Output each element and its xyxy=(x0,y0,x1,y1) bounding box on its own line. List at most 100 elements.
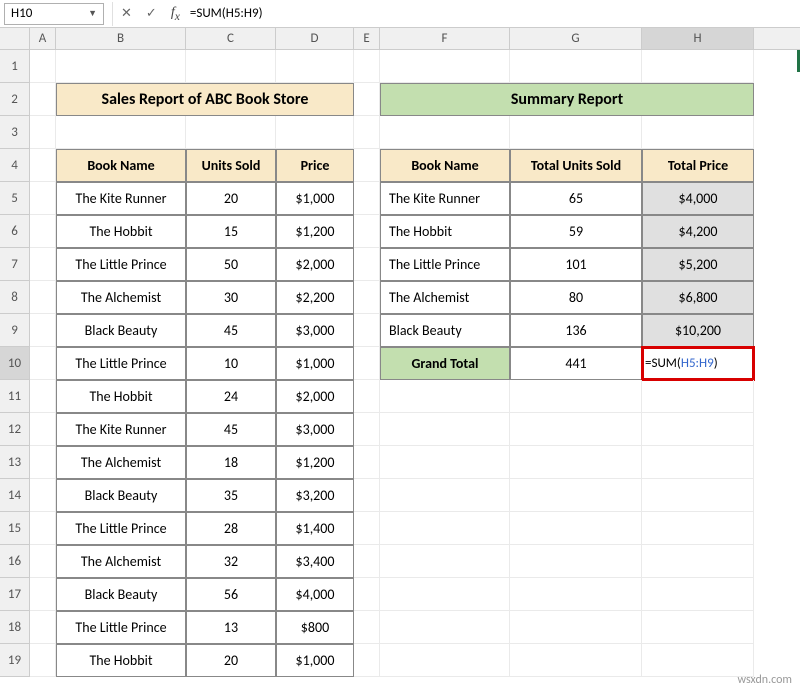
cell-G1[interactable] xyxy=(510,50,642,83)
cell-C7[interactable]: 50 xyxy=(186,248,276,281)
cell-F10[interactable]: Grand Total xyxy=(380,347,510,380)
cell-F2[interactable]: Summary Report xyxy=(380,83,754,116)
cell-H11[interactable] xyxy=(642,380,754,413)
cell-F19[interactable] xyxy=(380,644,510,677)
cell-H17[interactable] xyxy=(642,578,754,611)
cell-F7[interactable]: The Little Prince xyxy=(380,248,510,281)
row-header-19[interactable]: 19 xyxy=(0,644,30,677)
cell-E16[interactable] xyxy=(354,545,380,578)
cell-F8[interactable]: The Alchemist xyxy=(380,281,510,314)
col-header-D[interactable]: D xyxy=(276,28,354,49)
row-header-17[interactable]: 17 xyxy=(0,578,30,611)
cell-D6[interactable]: $1,200 xyxy=(276,215,354,248)
cell-B11[interactable]: The Hobbit xyxy=(56,380,186,413)
col-header-B[interactable]: B xyxy=(56,28,186,49)
cell-D13[interactable]: $1,200 xyxy=(276,446,354,479)
cell-G17[interactable] xyxy=(510,578,642,611)
row-header-15[interactable]: 15 xyxy=(0,512,30,545)
col-header-G[interactable]: G xyxy=(510,28,642,49)
cell-B9[interactable]: Black Beauty xyxy=(56,314,186,347)
cell-C3[interactable] xyxy=(186,116,276,149)
cell-D9[interactable]: $3,000 xyxy=(276,314,354,347)
cell-B7[interactable]: The Little Prince xyxy=(56,248,186,281)
cell-A3[interactable] xyxy=(30,116,56,149)
cell-D17[interactable]: $4,000 xyxy=(276,578,354,611)
cell-A16[interactable] xyxy=(30,545,56,578)
cell-B19[interactable]: The Hobbit xyxy=(56,644,186,677)
cell-H5[interactable]: $4,000 xyxy=(642,182,754,215)
cell-B2[interactable]: Sales Report of ABC Book Store xyxy=(56,83,354,116)
cell-G8[interactable]: 80 xyxy=(510,281,642,314)
cell-B5[interactable]: The Kite Runner xyxy=(56,182,186,215)
cell-F1[interactable] xyxy=(380,50,510,83)
cell-A10[interactable] xyxy=(30,347,56,380)
cell-C11[interactable]: 24 xyxy=(186,380,276,413)
cell-C5[interactable]: 20 xyxy=(186,182,276,215)
cell-F6[interactable]: The Hobbit xyxy=(380,215,510,248)
cell-G10[interactable]: 441 xyxy=(510,347,642,380)
cell-F17[interactable] xyxy=(380,578,510,611)
formula-bar-input[interactable]: =SUM(H5:H9) xyxy=(180,6,800,21)
cell-B10[interactable]: The Little Prince xyxy=(56,347,186,380)
row-header-13[interactable]: 13 xyxy=(0,446,30,479)
cell-F5[interactable]: The Kite Runner xyxy=(380,182,510,215)
cell-G18[interactable] xyxy=(510,611,642,644)
cell-B8[interactable]: The Alchemist xyxy=(56,281,186,314)
fx-icon[interactable]: fx xyxy=(171,5,180,23)
name-box-dropdown-icon[interactable]: ▼ xyxy=(88,8,97,19)
row-header-6[interactable]: 6 xyxy=(0,215,30,248)
enter-icon[interactable]: ✓ xyxy=(146,6,157,21)
cell-D7[interactable]: $2,000 xyxy=(276,248,354,281)
cell-E9[interactable] xyxy=(354,314,380,347)
row-header-18[interactable]: 18 xyxy=(0,611,30,644)
cell-B6[interactable]: The Hobbit xyxy=(56,215,186,248)
cell-G7[interactable]: 101 xyxy=(510,248,642,281)
cell-B1[interactable] xyxy=(56,50,186,83)
row-header-2[interactable]: 2 xyxy=(0,83,30,116)
col-header-H[interactable]: H xyxy=(642,28,754,49)
cell-C8[interactable]: 30 xyxy=(186,281,276,314)
cell-B12[interactable]: The Kite Runner xyxy=(56,413,186,446)
cell-H12[interactable] xyxy=(642,413,754,446)
row-header-8[interactable]: 8 xyxy=(0,281,30,314)
cell-E13[interactable] xyxy=(354,446,380,479)
row-header-3[interactable]: 3 xyxy=(0,116,30,149)
cell-C14[interactable]: 35 xyxy=(186,479,276,512)
cell-F12[interactable] xyxy=(380,413,510,446)
cell-A7[interactable] xyxy=(30,248,56,281)
cell-G9[interactable]: 136 xyxy=(510,314,642,347)
cell-E17[interactable] xyxy=(354,578,380,611)
cell-G11[interactable] xyxy=(510,380,642,413)
cell-D16[interactable]: $3,400 xyxy=(276,545,354,578)
cell-A8[interactable] xyxy=(30,281,56,314)
cell-H4[interactable]: Total Price xyxy=(642,149,754,182)
cell-H14[interactable] xyxy=(642,479,754,512)
cell-E15[interactable] xyxy=(354,512,380,545)
cell-H10[interactable]: =SUM(H5:H9) xyxy=(642,347,754,380)
cell-H13[interactable] xyxy=(642,446,754,479)
cell-C10[interactable]: 10 xyxy=(186,347,276,380)
cell-H6[interactable]: $4,200 xyxy=(642,215,754,248)
cell-A15[interactable] xyxy=(30,512,56,545)
cell-F18[interactable] xyxy=(380,611,510,644)
cell-D11[interactable]: $2,000 xyxy=(276,380,354,413)
row-header-1[interactable]: 1 xyxy=(0,50,30,83)
col-header-A[interactable]: A xyxy=(30,28,56,49)
cell-E3[interactable] xyxy=(354,116,380,149)
cell-A11[interactable] xyxy=(30,380,56,413)
grid[interactable]: 12 Sales Report of ABC Book Store Summary … xyxy=(0,50,800,677)
cell-G12[interactable] xyxy=(510,413,642,446)
cell-E11[interactable] xyxy=(354,380,380,413)
cancel-icon[interactable]: ✕ xyxy=(121,6,132,21)
row-header-4[interactable]: 4 xyxy=(0,149,30,182)
cell-E2[interactable] xyxy=(354,83,380,116)
cell-D4[interactable]: Price xyxy=(276,149,354,182)
cell-B4[interactable]: Book Name xyxy=(56,149,186,182)
cell-C16[interactable]: 32 xyxy=(186,545,276,578)
cell-C17[interactable]: 56 xyxy=(186,578,276,611)
cell-E7[interactable] xyxy=(354,248,380,281)
row-header-16[interactable]: 16 xyxy=(0,545,30,578)
cell-A6[interactable] xyxy=(30,215,56,248)
cell-G5[interactable]: 65 xyxy=(510,182,642,215)
cell-H3[interactable] xyxy=(642,116,754,149)
